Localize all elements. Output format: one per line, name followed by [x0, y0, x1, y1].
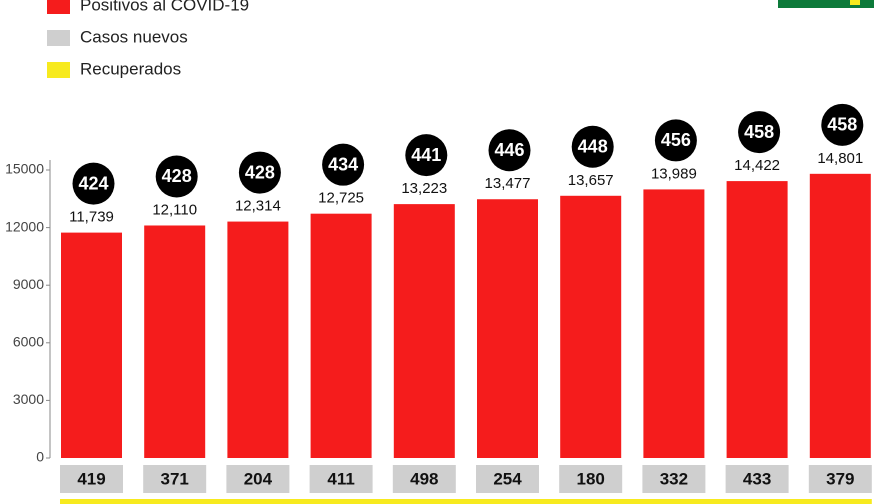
value-label: 12,725 [318, 190, 364, 207]
new-cases-value: 180 [577, 469, 605, 488]
badge-circle [488, 129, 531, 172]
y-tick-label: 15000 [5, 161, 44, 177]
badge-label: 458 [827, 115, 857, 135]
badge-circle [405, 134, 448, 177]
bar [643, 189, 705, 458]
bar [726, 181, 788, 458]
new-cases-value: 371 [161, 469, 189, 488]
badge-label: 458 [744, 122, 774, 142]
badge-label: 424 [78, 173, 108, 193]
new-cases-cell [309, 465, 373, 493]
new-cases-cell [143, 465, 207, 493]
badge-circle [322, 143, 365, 186]
new-cases-cell [725, 465, 789, 493]
legend-label: Recuperados [80, 59, 181, 78]
new-cases-cell [559, 465, 623, 493]
bar [310, 213, 372, 458]
new-cases-cell [476, 465, 539, 493]
badge-circle [738, 111, 781, 154]
y-tick-label: 9000 [13, 276, 44, 292]
new-cases-cell [808, 465, 872, 493]
value-label: 14,801 [817, 150, 863, 167]
new-cases-cell [392, 465, 456, 493]
badge-circle [571, 125, 614, 168]
y-tick-label: 0 [36, 449, 44, 465]
value-label: 13,477 [485, 175, 531, 192]
value-label: 12,110 [152, 201, 197, 218]
value-label: 12,314 [235, 198, 281, 215]
y-tick-label: 12000 [5, 218, 44, 234]
badge-circle [238, 151, 281, 194]
new-cases-value: 419 [77, 469, 105, 488]
legend-swatch [47, 0, 70, 14]
bar [560, 195, 622, 459]
bar [477, 199, 538, 459]
new-cases-value: 204 [244, 469, 273, 488]
badge-label: 456 [661, 130, 691, 150]
new-cases-value: 332 [660, 469, 688, 488]
new-cases-value: 411 [327, 469, 354, 488]
logo [778, 0, 874, 8]
badge-label: 441 [411, 145, 441, 165]
bar [144, 225, 206, 458]
new-cases-cell [60, 465, 123, 493]
value-label: 13,657 [568, 172, 614, 189]
new-cases-value: 433 [743, 469, 771, 488]
bar [61, 232, 122, 458]
badge-label: 434 [328, 154, 358, 174]
legend-label: Casos nuevos [80, 27, 188, 46]
logo-mark [850, 0, 860, 5]
recovered-row [60, 499, 872, 504]
bar [809, 173, 871, 458]
new-cases-value: 379 [826, 469, 854, 488]
badge-label: 428 [162, 166, 192, 186]
new-cases-value: 254 [493, 469, 522, 488]
value-label: 14,422 [734, 157, 780, 174]
badge-circle [821, 103, 864, 146]
badge-circle [654, 119, 697, 162]
value-label: 11,739 [69, 209, 114, 226]
new-cases-value: 498 [410, 469, 438, 488]
legend-label: Positivos al COVID-19 [80, 0, 249, 14]
badge-circle [72, 162, 115, 205]
y-tick-label: 6000 [13, 334, 44, 350]
badge-label: 448 [578, 137, 608, 157]
legend-swatch [47, 30, 70, 46]
new-cases-cell [226, 465, 290, 493]
bar [393, 204, 455, 458]
bar [227, 221, 289, 458]
legend-swatch [47, 62, 70, 78]
y-tick-label: 3000 [13, 391, 44, 407]
badge-circle [155, 155, 198, 198]
new-cases-cell [642, 465, 706, 493]
value-label: 13,223 [401, 180, 447, 197]
badge-label: 428 [245, 162, 275, 182]
badge-label: 446 [494, 140, 524, 160]
value-label: 13,989 [651, 165, 697, 182]
